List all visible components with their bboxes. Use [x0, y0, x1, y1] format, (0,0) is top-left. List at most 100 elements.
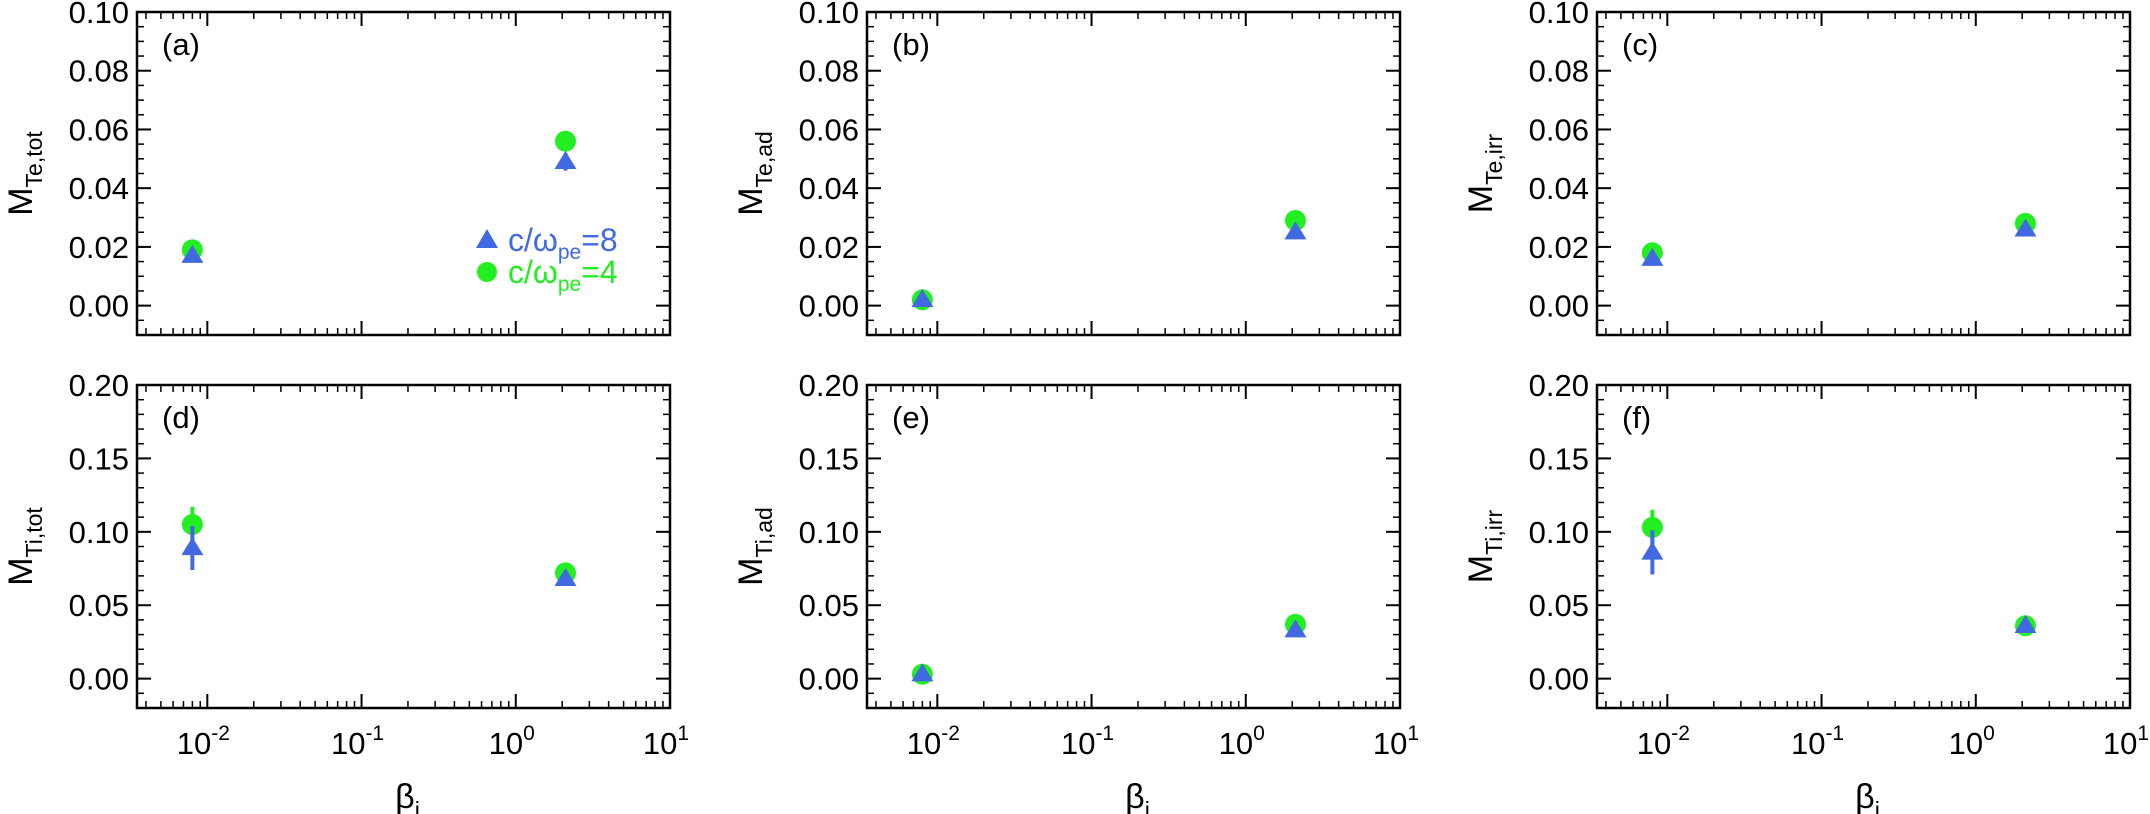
- x-tick-base: 10: [177, 726, 211, 761]
- data-point-triangle: [1641, 541, 1664, 560]
- x-tick-base: 10: [907, 726, 941, 761]
- data-point-circle: [1284, 209, 1306, 231]
- legend-label: c/ωpe=4: [508, 254, 618, 296]
- y-axis-label-main: M: [2, 557, 40, 585]
- x-tick-exponent: -2: [1671, 722, 1690, 745]
- y-tick-label: 0.00: [799, 289, 859, 324]
- panel-tag: (d): [162, 400, 200, 435]
- x-tick-exponent: -1: [1825, 722, 1844, 745]
- data-point-triangle: [1284, 221, 1307, 240]
- legend-label-prefix: c/ω: [508, 222, 558, 258]
- x-tick-base: 10: [1637, 726, 1671, 761]
- y-tick-label: 0.06: [799, 112, 859, 147]
- x-tick-exponent: 1: [1407, 722, 1419, 745]
- x-axis-label: βi: [1855, 778, 1880, 814]
- x-tick-exponent: -2: [941, 722, 960, 745]
- x-tick-exponent: 0: [1983, 722, 1995, 745]
- x-tick-label: 10-2: [907, 722, 960, 761]
- legend-triangle-icon: [476, 229, 498, 248]
- y-tick-label: 0.06: [1529, 112, 1589, 147]
- panel-b: 0.10 0.08 0.06 0.04 0.02 0.00 MTe,ad (b): [732, 0, 1402, 337]
- plot-frame: [1595, 383, 2132, 710]
- y-tick-label: 0.08: [1529, 54, 1589, 89]
- x-axis-label-sub: i: [415, 797, 420, 814]
- x-tick-base: 10: [331, 726, 365, 761]
- y-tick-label: 0.05: [69, 588, 129, 623]
- y-tick-label: 0.00: [1529, 662, 1589, 697]
- x-tick-exponent: 1: [2137, 722, 2149, 745]
- y-tick-label: 0.00: [69, 662, 129, 697]
- legend-label: c/ωpe=8: [508, 222, 618, 264]
- data-point-triangle: [911, 663, 934, 682]
- y-tick-label: 0.10: [1529, 515, 1589, 550]
- y-axis-label-sub: Ti,ad: [751, 507, 777, 557]
- x-tick-base: 10: [1791, 726, 1825, 761]
- data-point-triangle: [2014, 614, 2037, 633]
- y-tick-label: 0.00: [1529, 289, 1589, 324]
- data-point-triangle: [554, 150, 577, 169]
- panel-tag: (e): [892, 400, 930, 435]
- x-tick-base: 10: [1219, 726, 1253, 761]
- y-axis-label: MTe,irr: [1462, 133, 1507, 213]
- y-axis-label-sub: Te,ad: [751, 131, 777, 187]
- y-axis-label-sub: Te,irr: [1481, 133, 1507, 184]
- y-axis-label-sub: Ti,irr: [1481, 509, 1507, 554]
- y-axis-label: MTi,ad: [732, 507, 777, 586]
- x-axis-label-main: β: [1125, 778, 1145, 814]
- y-tick-label: 0.15: [69, 441, 129, 476]
- x-tick-base: 10: [2103, 726, 2137, 761]
- legend-label-prefix: c/ω: [508, 254, 558, 290]
- x-tick-base: 10: [1949, 726, 1983, 761]
- plot-frame: [135, 383, 672, 710]
- y-tick-label: 0.10: [69, 515, 129, 550]
- panel-c: 0.10 0.08 0.06 0.04 0.02 0.00 MTe,irr (c): [1462, 0, 2132, 337]
- panel-tag: (f): [1622, 400, 1651, 435]
- x-tick-exponent: -1: [1095, 722, 1114, 745]
- x-tick-exponent: -1: [365, 722, 384, 745]
- data-point-triangle: [181, 537, 204, 556]
- y-tick-label: 0.05: [1529, 588, 1589, 623]
- plot-frame: [865, 10, 1402, 337]
- x-tick-label: 10-1: [1791, 722, 1844, 761]
- y-tick-label: 0.05: [799, 588, 859, 623]
- y-tick-label: 0.06: [69, 112, 129, 147]
- y-tick-label: 0.20: [1529, 368, 1589, 403]
- data-point-circle: [181, 513, 203, 535]
- y-tick-label: 0.10: [1529, 0, 1589, 30]
- x-tick-label: 100: [1219, 722, 1265, 761]
- panel-tag: (b): [892, 27, 930, 62]
- legend-circle-icon: [477, 262, 497, 282]
- x-tick-base: 10: [1373, 726, 1407, 761]
- y-axis-label-main: M: [732, 557, 770, 585]
- x-axis-label-sub: i: [1875, 797, 1880, 814]
- data-point-triangle: [2014, 218, 2037, 237]
- x-tick-exponent: 0: [1253, 722, 1265, 745]
- panel-tag: (c): [1622, 27, 1658, 62]
- y-tick-label: 0.00: [799, 662, 859, 697]
- data-point-circle: [554, 130, 576, 152]
- y-tick-label: 0.04: [69, 171, 129, 206]
- data-point-circle: [1641, 516, 1663, 538]
- data-point-triangle: [1284, 619, 1307, 638]
- panel-a: 0.10 0.08 0.06 0.04 0.02 0.00 MTe,tot (a) c/ωpe=…: [2, 0, 672, 337]
- y-axis-label: MTi,irr: [1462, 509, 1507, 583]
- x-axis-label-sub: i: [1145, 797, 1150, 814]
- plot-frame: [865, 383, 1402, 710]
- y-tick-label: 0.02: [1529, 230, 1589, 265]
- x-tick-base: 10: [489, 726, 523, 761]
- y-axis-label: MTe,tot: [2, 131, 47, 216]
- y-tick-label: 0.20: [69, 368, 129, 403]
- y-axis-label-sub: Te,tot: [21, 131, 47, 188]
- y-tick-label: 0.10: [69, 0, 129, 30]
- y-tick-label: 0.00: [69, 289, 129, 324]
- x-tick-label: 10-2: [1637, 722, 1690, 761]
- y-tick-label: 0.20: [799, 368, 859, 403]
- plot-frame: [1595, 10, 2132, 337]
- panel-tag: (a): [162, 27, 200, 62]
- y-tick-label: 0.02: [69, 230, 129, 265]
- x-tick-exponent: -2: [211, 722, 230, 745]
- y-axis-label: MTe,ad: [732, 131, 777, 216]
- y-tick-label: 0.04: [799, 171, 859, 206]
- data-point-triangle: [1641, 247, 1664, 266]
